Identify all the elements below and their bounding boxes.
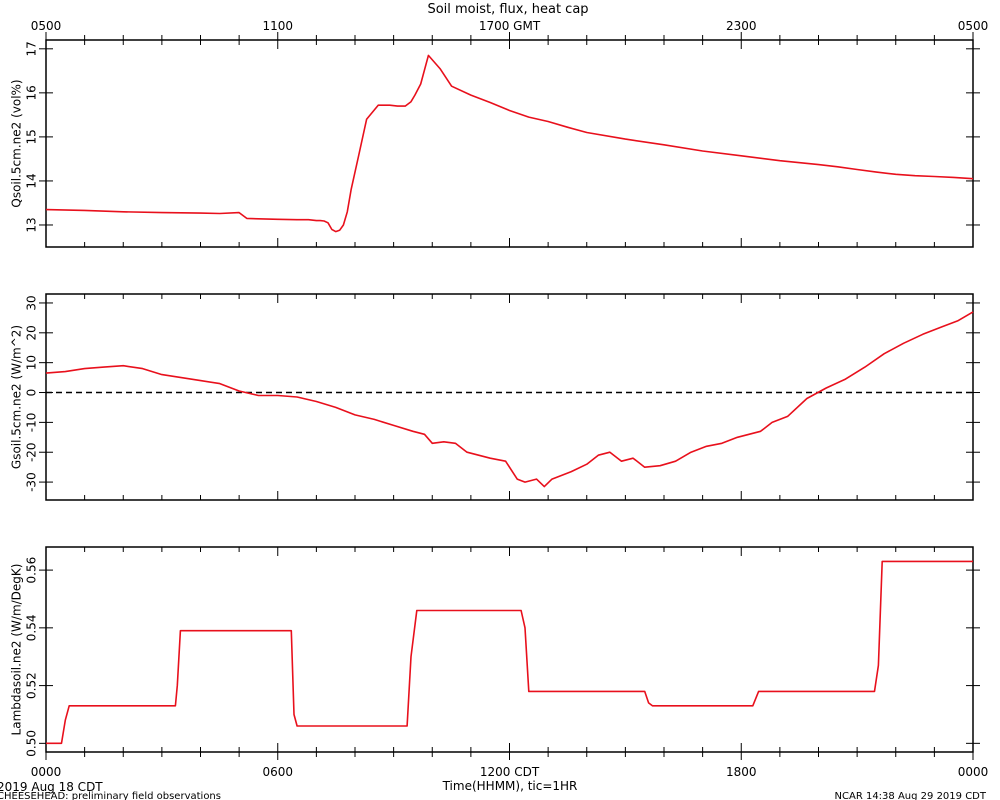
- y-tick-label: 16: [25, 85, 39, 100]
- top-x-tick-label: 1700 GMT: [479, 19, 541, 33]
- y-tick-label: 0.50: [25, 730, 39, 757]
- y-tick-label: 0.56: [25, 557, 39, 584]
- y-tick-label: 30: [25, 295, 39, 310]
- plot-frame: [45, 546, 974, 753]
- y-tick-label: -20: [25, 442, 39, 462]
- y-tick-label: 0.54: [25, 614, 39, 641]
- x-tick-label: 1800: [726, 765, 757, 779]
- series-line: [45, 54, 974, 233]
- x-tick-label: 0000: [958, 765, 989, 779]
- x-axis-title: Time(HHMM), tic=1HR: [442, 779, 578, 793]
- y-axis-title: Lambdasoil.ne2 (W/m/DegK): [10, 564, 24, 736]
- y-tick-label: 15: [25, 129, 39, 144]
- x-tick-label: 0000: [31, 765, 62, 779]
- footer-date-left: 2019 Aug 18 CDT: [0, 780, 103, 794]
- y-tick-label: -10: [25, 413, 39, 433]
- top-x-tick-label: 0500: [31, 19, 62, 33]
- y-tick-label: 0.52: [25, 672, 39, 699]
- chart-title: Soil moist, flux, heat cap: [427, 2, 588, 17]
- y-tick-label: 14: [25, 173, 39, 188]
- top-x-tick-label: 2300: [726, 19, 757, 33]
- y-tick-label: 0: [25, 389, 39, 397]
- footer-stamp-right: NCAR 14:38 Aug 29 2019 CDT: [835, 791, 987, 800]
- top-x-tick-label: 1100: [262, 19, 293, 33]
- plot-frame: [45, 39, 974, 248]
- y-axis-title: Qsoil.5cm.ne2 (vol%): [10, 79, 24, 207]
- top-x-tick-label: 0500: [958, 19, 989, 33]
- plot-frame: [45, 293, 974, 501]
- y-tick-label: -30: [25, 472, 39, 492]
- y-axis-title: Gsoil.5cm.ne2 (W/m^2): [10, 325, 24, 469]
- series-line: [45, 311, 974, 488]
- y-tick-label: 13: [25, 217, 39, 232]
- x-tick-label: 1200 CDT: [480, 765, 540, 779]
- panel-soil-moisture: 13 14 15 16 17 Qsoil.5cm.ne2 (vol%) 0500 1100 17…: [10, 19, 989, 248]
- x-tick-label: 0600: [262, 765, 293, 779]
- series-line: [46, 560, 973, 745]
- y-tick-label: 10: [25, 355, 39, 370]
- y-tick-label: 20: [25, 325, 39, 340]
- y-tick-label: 17: [25, 41, 39, 56]
- footer-project-left: CHEESEHEAD: preliminary field observatio…: [0, 791, 221, 800]
